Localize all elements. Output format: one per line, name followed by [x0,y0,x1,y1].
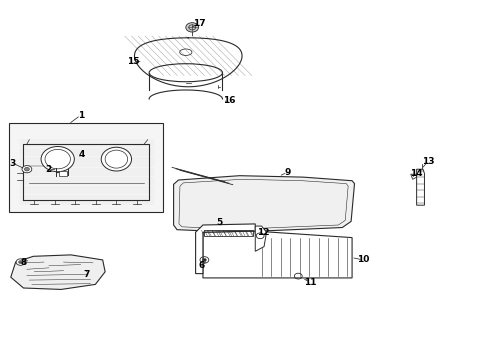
Text: 8: 8 [20,258,26,266]
Text: 13: 13 [421,157,433,166]
Polygon shape [416,169,424,205]
Text: 4: 4 [79,150,85,159]
Circle shape [202,258,206,261]
Text: 5: 5 [216,218,222,227]
Circle shape [16,259,25,265]
Polygon shape [203,231,351,278]
Text: 9: 9 [284,168,290,177]
Text: 2: 2 [45,165,51,174]
Circle shape [22,166,32,173]
Ellipse shape [101,147,131,171]
Text: 3: 3 [10,158,16,168]
Text: 11: 11 [304,278,316,287]
Polygon shape [11,255,105,289]
Polygon shape [195,224,255,274]
Ellipse shape [41,147,74,172]
Text: 14: 14 [409,169,422,178]
Bar [59,171,66,176]
Circle shape [24,167,29,171]
Polygon shape [173,176,354,232]
Text: 15: 15 [126,57,139,66]
Circle shape [19,261,22,264]
Text: 7: 7 [83,270,90,279]
Text: 16: 16 [222,96,235,105]
Text: 6: 6 [198,261,204,270]
Text: 10: 10 [356,256,368,264]
Polygon shape [255,226,266,251]
Bar [9,123,163,212]
Text: 17: 17 [193,19,205,28]
Text: 1: 1 [78,111,83,120]
Text: 12: 12 [256,228,269,237]
Circle shape [185,23,198,32]
